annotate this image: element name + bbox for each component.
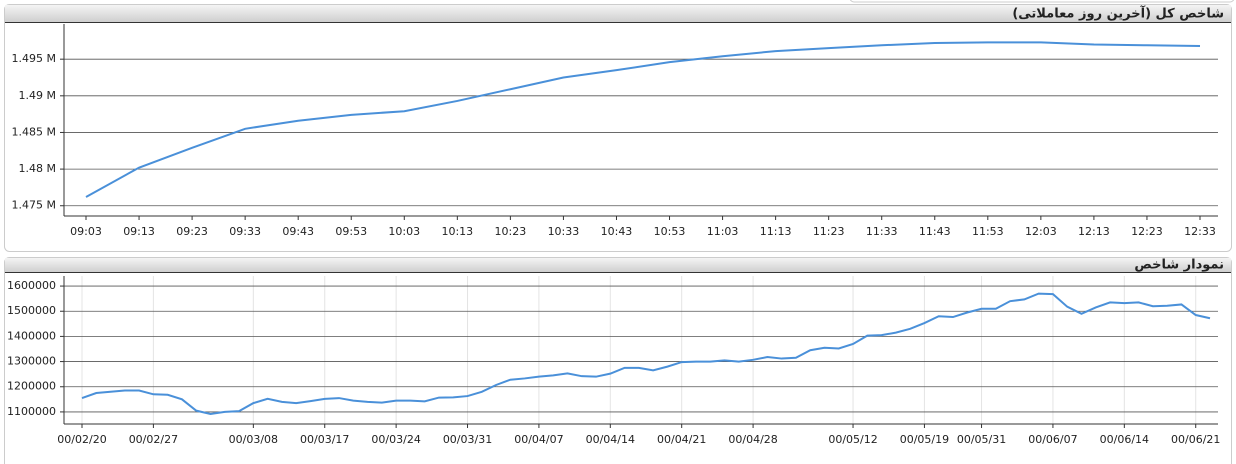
x-tick-label: 00/03/17	[300, 433, 349, 446]
x-tick-label: 00/04/28	[728, 433, 777, 446]
x-tick-label: 11:13	[760, 225, 792, 238]
x-tick-label: 00/02/27	[129, 433, 178, 446]
x-tick-label: 00/06/07	[1028, 433, 1077, 446]
x-tick-label: 09:43	[282, 225, 314, 238]
x-tick-label: 12:13	[1078, 225, 1110, 238]
x-tick-label: 00/06/14	[1100, 433, 1149, 446]
x-tick-label: 00/04/21	[657, 433, 706, 446]
x-tick-label: 10:13	[441, 225, 473, 238]
x-tick-label: 09:33	[229, 225, 261, 238]
x-tick-label: 12:23	[1131, 225, 1163, 238]
top-panel-edge	[849, 0, 1235, 3]
line	[81, 292, 1211, 415]
x-tick-label: 11:23	[813, 225, 845, 238]
line	[85, 41, 1201, 198]
x-tick-label: 00/05/12	[828, 433, 877, 446]
x-tick-label: 12:33	[1184, 225, 1216, 238]
x-tick-label: 00/04/14	[586, 433, 635, 446]
x-tick-label: 10:03	[388, 225, 420, 238]
y-tick-label: 1600000	[7, 279, 56, 292]
x-tick-label: 11:43	[919, 225, 951, 238]
chart-title: نمودار شاخص	[1134, 258, 1224, 273]
x-tick-label: 11:53	[972, 225, 1004, 238]
x-tick-label: 10:23	[495, 225, 527, 238]
x-tick-label: 00/03/08	[229, 433, 278, 446]
x-tick-label: 11:33	[866, 225, 898, 238]
x-tick-label: 00/04/07	[514, 433, 563, 446]
x-tick-label: 09:13	[123, 225, 155, 238]
x-tick-label: 00/06/21	[1171, 433, 1220, 446]
y-tick-label: 1400000	[7, 329, 56, 342]
x-tick-label: 12:03	[1025, 225, 1057, 238]
y-tick-label: 1300000	[7, 355, 56, 368]
x-tick-label: 11:03	[707, 225, 739, 238]
panel-header	[5, 258, 1231, 272]
x-tick-label: 00/05/19	[900, 433, 949, 446]
x-tick-label: 00/05/31	[957, 433, 1006, 446]
x-tick-label: 10:53	[654, 225, 686, 238]
y-tick-label: 1.495 M	[12, 52, 56, 65]
x-tick-label: 09:53	[335, 225, 367, 238]
panel	[4, 4, 1232, 252]
x-tick-label: 09:03	[70, 225, 102, 238]
y-tick-label: 1100000	[7, 405, 56, 418]
panel-header	[5, 5, 1231, 22]
y-tick-label: 1.48 M	[19, 162, 56, 175]
chart-title: شاخص کل (آخرین روز معاملاتی)	[1012, 5, 1224, 22]
y-tick-label: 1.475 M	[12, 199, 56, 212]
x-tick-label: 09:23	[176, 225, 208, 238]
y-tick-label: 1200000	[7, 380, 56, 393]
x-tick-label: 00/02/20	[57, 433, 106, 446]
x-tick-label: 10:43	[601, 225, 633, 238]
y-tick-label: 1500000	[7, 304, 56, 317]
y-tick-label: 1.49 M	[19, 89, 56, 102]
y-tick-label: 1.485 M	[12, 125, 56, 138]
x-tick-label: 10:33	[548, 225, 580, 238]
x-tick-label: 00/03/24	[371, 433, 420, 446]
x-tick-label: 00/03/31	[443, 433, 492, 446]
